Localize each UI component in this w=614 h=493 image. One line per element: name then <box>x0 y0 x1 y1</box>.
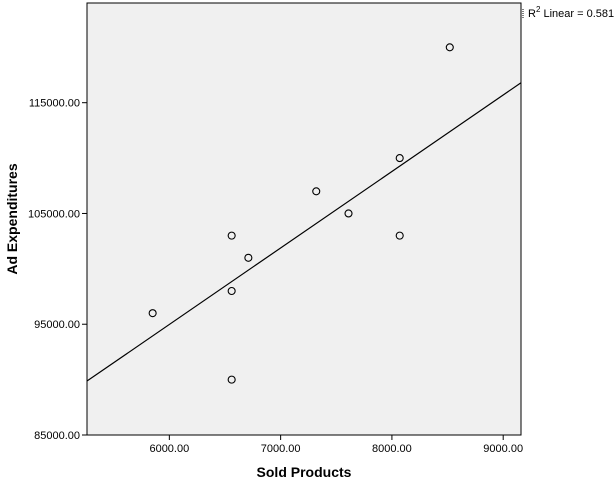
y-tick-label: 95000.00 <box>34 319 80 331</box>
point <box>395 154 404 163</box>
fit-label-base: R <box>528 8 536 20</box>
point <box>312 187 321 196</box>
fit-line <box>86 82 522 382</box>
y-tick-label: 85000.00 <box>34 430 80 442</box>
x-tick-label: 9000.00 <box>483 443 523 455</box>
x-tick-label: 7000.00 <box>261 443 301 455</box>
point <box>344 209 353 218</box>
point <box>227 375 236 384</box>
point <box>445 43 454 52</box>
point <box>395 231 404 240</box>
fit-label: R2 Linear = 0.581 <box>528 5 614 20</box>
y-tick-label: 105000.00 <box>28 208 80 220</box>
point <box>227 231 236 240</box>
y-tick-label: 115000.00 <box>29 98 80 110</box>
plot-border <box>86 2 522 436</box>
y-axis-title: Ad Expenditures <box>4 163 20 274</box>
plot-area <box>87 3 521 435</box>
fit-label-sup: 2 <box>536 5 541 14</box>
x-axis-title: Sold Products <box>257 464 352 480</box>
x-tick-label: 8000.00 <box>372 443 412 455</box>
point <box>227 286 236 296</box>
fit-label-text: Linear = 0.581 <box>540 8 614 20</box>
point <box>244 253 253 262</box>
point <box>148 309 157 318</box>
x-tick-label: 6000.00 <box>149 443 189 455</box>
